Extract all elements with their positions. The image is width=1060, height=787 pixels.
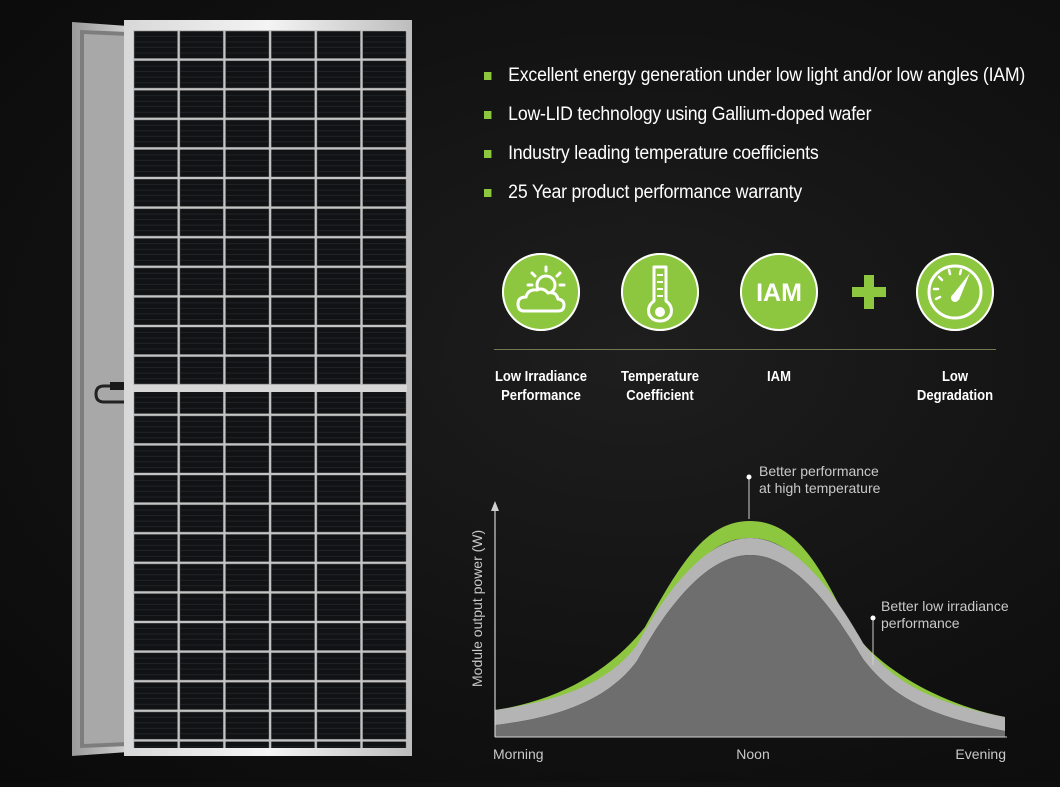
annotation-dot-low-irradiance	[870, 615, 876, 621]
bullet-text: Excellent energy generation under low li…	[508, 64, 1026, 86]
bullet-item: Excellent energy generation under low li…	[484, 56, 1025, 95]
feature-bullet-list: Excellent energy generation under low li…	[484, 56, 1060, 212]
iam-icon: IAM	[740, 253, 818, 331]
feature-label-temperature: Temperature Coefficient	[620, 369, 700, 404]
curve-fill	[495, 555, 1005, 737]
performance-curve-chart: Module output power (W) Morning Noon Eve…	[469, 463, 1009, 762]
bullet-square-icon	[484, 149, 492, 158]
bullet-item: Low-LID technology using Gallium-doped w…	[484, 95, 1025, 134]
bullet-item: Industry leading temperature coefficient…	[484, 134, 1025, 173]
annotation-high-temp-line1: Better performance	[759, 463, 879, 479]
annotation-low-irradiance-line1: Better low irradiance	[881, 598, 1009, 614]
iam-icon-text: IAM	[756, 279, 802, 307]
bullet-text: Industry leading temperature coefficient…	[508, 142, 819, 164]
bullet-text: Low-LID technology using Gallium-doped w…	[508, 103, 872, 125]
feature-label-low-irradiance: Low Irradiance Performance	[494, 369, 588, 404]
annotation-low-irradiance-line2: performance	[881, 615, 960, 631]
x-label-morning: Morning	[493, 746, 544, 762]
feature-label-iam: IAM	[767, 369, 791, 385]
annotation-high-temp-line2: at high temperature	[759, 480, 881, 496]
bullet-square-icon	[484, 188, 492, 197]
thermometer-icon	[621, 253, 699, 331]
feature-divider	[494, 349, 996, 350]
y-axis-arrow-icon	[491, 501, 499, 511]
bullet-square-icon	[484, 71, 492, 80]
feature-label-low-degradation: Low Degradation	[916, 369, 994, 404]
plus-icon	[852, 275, 886, 309]
bullet-item: 25 Year product performance warranty	[484, 173, 1025, 212]
sun-cloud-icon	[502, 253, 580, 331]
x-label-noon: Noon	[736, 746, 769, 762]
bullet-square-icon	[484, 110, 492, 119]
y-axis-label: Module output power (W)	[469, 530, 485, 687]
annotation-dot-high-temp	[746, 474, 752, 480]
gauge-icon	[916, 253, 994, 331]
solar-panel-image	[0, 0, 430, 782]
bullet-text: 25 Year product performance warranty	[508, 181, 803, 203]
curve-band	[495, 538, 1005, 731]
x-label-evening: Evening	[955, 746, 1006, 762]
